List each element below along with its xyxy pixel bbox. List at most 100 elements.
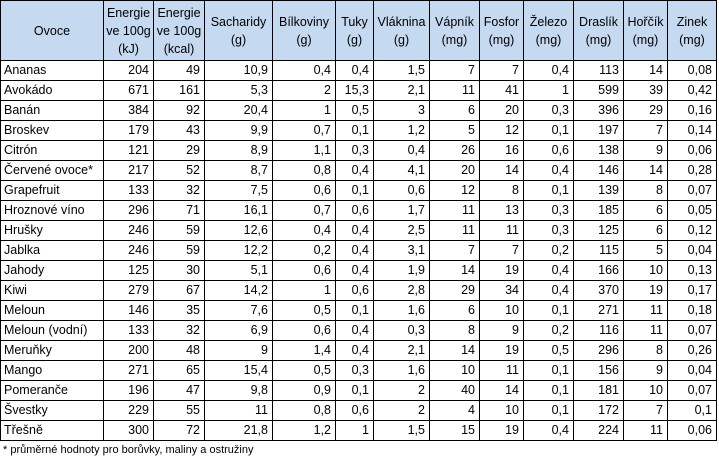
value-cell[interactable]: 0,1 (335, 300, 374, 321)
value-cell[interactable]: 41 (479, 80, 524, 101)
value-cell[interactable]: 125 (573, 220, 624, 241)
value-cell[interactable]: 11 (623, 300, 668, 321)
fruit-name-cell[interactable]: Meloun (0, 300, 104, 321)
value-cell[interactable]: 146 (103, 300, 154, 321)
value-cell[interactable]: 34 (479, 280, 524, 301)
column-header[interactable]: Hořčík (mg) (623, 0, 668, 61)
value-cell[interactable]: 9 (479, 320, 524, 341)
value-cell[interactable]: 6 (429, 100, 480, 121)
value-cell[interactable]: 6,9 (204, 320, 273, 341)
fruit-name-cell[interactable]: Ananas (0, 60, 104, 81)
value-cell[interactable]: 8 (623, 180, 668, 201)
fruit-name-cell[interactable]: Pomeranče (0, 380, 104, 401)
column-header[interactable]: Energie ve 100g (kcal) (153, 0, 205, 61)
value-cell[interactable]: 52 (153, 160, 205, 181)
value-cell[interactable]: 139 (573, 180, 624, 201)
value-cell[interactable]: 0,5 (272, 300, 336, 321)
fruit-name-cell[interactable]: Citrón (0, 140, 104, 161)
column-header[interactable]: Vápník (mg) (429, 0, 480, 61)
value-cell[interactable]: 1,5 (373, 60, 430, 81)
fruit-name-cell[interactable]: Hroznové víno (0, 200, 104, 221)
value-cell[interactable]: 0,6 (272, 260, 336, 281)
value-cell[interactable]: 0,06 (667, 140, 717, 161)
value-cell[interactable]: 0,4 (335, 340, 374, 361)
value-cell[interactable]: 172 (573, 400, 624, 421)
value-cell[interactable]: 67 (153, 280, 205, 301)
value-cell[interactable]: 0,42 (667, 80, 717, 101)
value-cell[interactable]: 671 (103, 80, 154, 101)
value-cell[interactable]: 11 (429, 80, 480, 101)
value-cell[interactable]: 35 (153, 300, 205, 321)
column-header[interactable]: Ovoce (0, 0, 104, 61)
value-cell[interactable]: 271 (103, 360, 154, 381)
value-cell[interactable]: 0,7 (272, 200, 336, 221)
value-cell[interactable]: 0,6 (335, 400, 374, 421)
value-cell[interactable]: 0,4 (335, 220, 374, 241)
value-cell[interactable]: 2 (373, 400, 430, 421)
value-cell[interactable]: 15,3 (335, 80, 374, 101)
value-cell[interactable]: 1,6 (373, 360, 430, 381)
value-cell[interactable]: 115 (573, 240, 624, 261)
value-cell[interactable]: 8 (479, 180, 524, 201)
column-header[interactable]: Zinek (mg) (667, 0, 717, 61)
value-cell[interactable]: 12,2 (204, 240, 273, 261)
value-cell[interactable]: 1,4 (272, 340, 336, 361)
value-cell[interactable]: 12 (429, 180, 480, 201)
value-cell[interactable]: 0,4 (523, 280, 574, 301)
value-cell[interactable]: 0,2 (272, 240, 336, 261)
value-cell[interactable]: 3 (373, 100, 430, 121)
value-cell[interactable]: 0,4 (335, 240, 374, 261)
column-header[interactable]: Fosfor (mg) (479, 0, 524, 61)
value-cell[interactable]: 370 (573, 280, 624, 301)
value-cell[interactable]: 0,1 (523, 360, 574, 381)
value-cell[interactable]: 0,3 (523, 200, 574, 221)
value-cell[interactable]: 197 (573, 120, 624, 141)
value-cell[interactable]: 0,1 (523, 380, 574, 401)
value-cell[interactable]: 72 (153, 420, 205, 441)
value-cell[interactable]: 0,3 (335, 140, 374, 161)
value-cell[interactable]: 296 (103, 200, 154, 221)
value-cell[interactable]: 92 (153, 100, 205, 121)
value-cell[interactable]: 181 (573, 380, 624, 401)
value-cell[interactable]: 1,7 (373, 200, 430, 221)
value-cell[interactable]: 185 (573, 200, 624, 221)
value-cell[interactable]: 20 (429, 160, 480, 181)
column-header[interactable]: Bílkoviny (g) (272, 0, 336, 61)
value-cell[interactable]: 0,4 (523, 60, 574, 81)
value-cell[interactable]: 0,4 (335, 160, 374, 181)
value-cell[interactable]: 0,1 (523, 180, 574, 201)
value-cell[interactable]: 0,06 (667, 420, 717, 441)
fruit-name-cell[interactable]: Hrušky (0, 220, 104, 241)
value-cell[interactable]: 0,8 (272, 400, 336, 421)
value-cell[interactable]: 0,2 (523, 320, 574, 341)
value-cell[interactable]: 15,4 (204, 360, 273, 381)
value-cell[interactable]: 0,5 (523, 340, 574, 361)
value-cell[interactable]: 6 (429, 300, 480, 321)
value-cell[interactable]: 1 (272, 100, 336, 121)
value-cell[interactable]: 29 (153, 140, 205, 161)
value-cell[interactable]: 16 (479, 140, 524, 161)
fruit-name-cell[interactable]: Třešně (0, 420, 104, 441)
column-header[interactable]: Sacharidy (g) (204, 0, 273, 61)
value-cell[interactable]: 11 (479, 360, 524, 381)
value-cell[interactable]: 0,5 (272, 360, 336, 381)
value-cell[interactable]: 161 (153, 80, 205, 101)
fruit-name-cell[interactable]: Mango (0, 360, 104, 381)
value-cell[interactable]: 0,2 (523, 240, 574, 261)
value-cell[interactable]: 10 (429, 360, 480, 381)
value-cell[interactable]: 11 (429, 220, 480, 241)
value-cell[interactable]: 0,6 (373, 180, 430, 201)
value-cell[interactable]: 10 (479, 400, 524, 421)
value-cell[interactable]: 9 (623, 360, 668, 381)
value-cell[interactable]: 19 (623, 280, 668, 301)
value-cell[interactable]: 55 (153, 400, 205, 421)
value-cell[interactable]: 279 (103, 280, 154, 301)
value-cell[interactable]: 8 (429, 320, 480, 341)
value-cell[interactable]: 133 (103, 180, 154, 201)
value-cell[interactable]: 0,4 (335, 60, 374, 81)
value-cell[interactable]: 0,1 (523, 400, 574, 421)
value-cell[interactable]: 7,5 (204, 180, 273, 201)
value-cell[interactable]: 1,9 (373, 260, 430, 281)
value-cell[interactable]: 14 (429, 340, 480, 361)
fruit-name-cell[interactable]: Meloun (vodní) (0, 320, 104, 341)
